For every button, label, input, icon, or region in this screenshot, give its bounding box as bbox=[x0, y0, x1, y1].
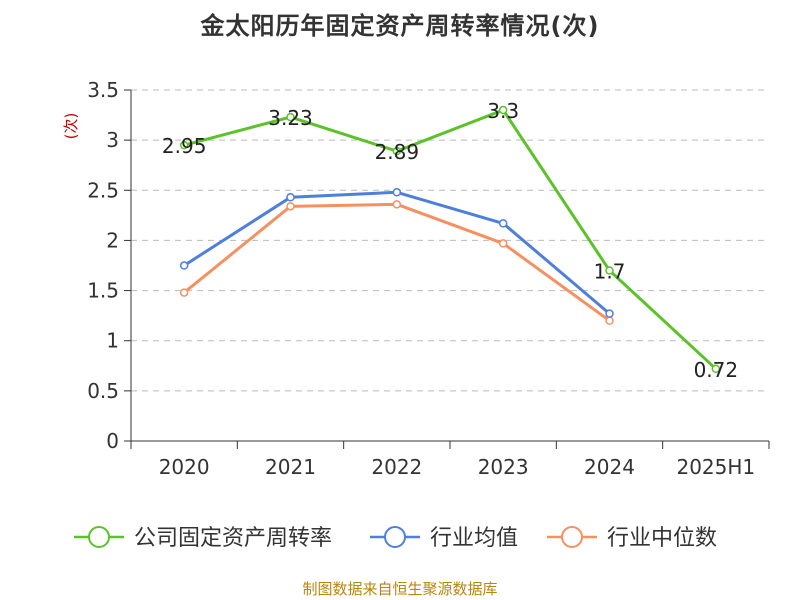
legend-marker bbox=[88, 526, 110, 548]
data-labels: 2.95 3.23 2.89 3.3 1.7 0.72 bbox=[162, 99, 738, 382]
series-point-2 bbox=[286, 202, 295, 211]
series-point-1 bbox=[392, 188, 402, 197]
series-point-1 bbox=[498, 219, 508, 228]
legend-marker bbox=[384, 526, 406, 548]
series-point-0 bbox=[286, 112, 295, 122]
series-line-1 bbox=[183, 190, 611, 315]
series-point-2 bbox=[392, 200, 402, 209]
series-point-0 bbox=[605, 266, 614, 275]
data-source-note: 制图数据来自恒生聚源数据库 bbox=[302, 580, 498, 598]
y-tick-label: 3.5 bbox=[87, 78, 119, 102]
data-label: 2.89 bbox=[375, 140, 420, 164]
x-tick-label: 2024 bbox=[584, 455, 635, 479]
series-point-0 bbox=[392, 146, 402, 156]
y-tick-label: 1 bbox=[106, 329, 119, 353]
series-point-2 bbox=[605, 316, 614, 325]
x-tick-label: 2023 bbox=[478, 455, 529, 479]
series-point-1 bbox=[179, 261, 189, 270]
legend-label: 行业中位数 bbox=[607, 526, 717, 551]
data-label: 3.3 bbox=[487, 99, 519, 123]
legend-label: 行业均值 bbox=[430, 526, 518, 551]
x-tick-label: 2020 bbox=[159, 455, 210, 479]
series-point-0 bbox=[498, 105, 508, 115]
series-line-0 bbox=[183, 108, 717, 370]
x-tick-label: 2025H1 bbox=[676, 455, 755, 479]
data-label: 0.72 bbox=[694, 358, 739, 382]
data-label: 1.7 bbox=[594, 260, 626, 284]
series-point-1 bbox=[605, 309, 614, 318]
axes: 0 0.5 1 1.5 2 2.5 3 3.5 2020 2021 2022 2023 2024 2025… bbox=[87, 78, 770, 479]
y-axis-unit-label: (次) bbox=[62, 113, 80, 140]
series-line-2 bbox=[183, 202, 611, 322]
x-tick-label: 2022 bbox=[371, 455, 422, 479]
y-tick-label: 1.5 bbox=[87, 279, 119, 303]
series-point-2 bbox=[179, 288, 189, 297]
legend-item-1[interactable]: 行业均值 bbox=[370, 526, 518, 551]
data-label: 2.95 bbox=[162, 134, 207, 158]
y-tick-label: 2.5 bbox=[87, 178, 119, 202]
legend: 公司固定资产周转率 行业均值 行业中位数 bbox=[74, 526, 717, 551]
y-tick-label: 0.5 bbox=[87, 379, 119, 403]
y-tick-label: 0 bbox=[106, 429, 119, 453]
legend-item-0[interactable]: 公司固定资产周转率 bbox=[74, 526, 332, 551]
legend-item-2[interactable]: 行业中位数 bbox=[547, 526, 717, 551]
legend-marker bbox=[561, 526, 583, 548]
series-point-2 bbox=[498, 239, 508, 248]
legend-label: 公司固定资产周转率 bbox=[134, 526, 332, 551]
grid-lines bbox=[131, 89, 769, 392]
series-layer bbox=[179, 105, 721, 374]
y-tick-label: 3 bbox=[106, 128, 119, 152]
y-tick-label: 2 bbox=[106, 228, 119, 252]
series-point-0 bbox=[711, 364, 721, 374]
series-point-1 bbox=[286, 193, 295, 202]
data-label: 3.23 bbox=[268, 106, 313, 130]
chart-title: 金太阳历年固定资产周转率情况(次) bbox=[200, 12, 600, 40]
series-point-0 bbox=[179, 140, 189, 150]
x-tick-label: 2021 bbox=[265, 455, 316, 479]
